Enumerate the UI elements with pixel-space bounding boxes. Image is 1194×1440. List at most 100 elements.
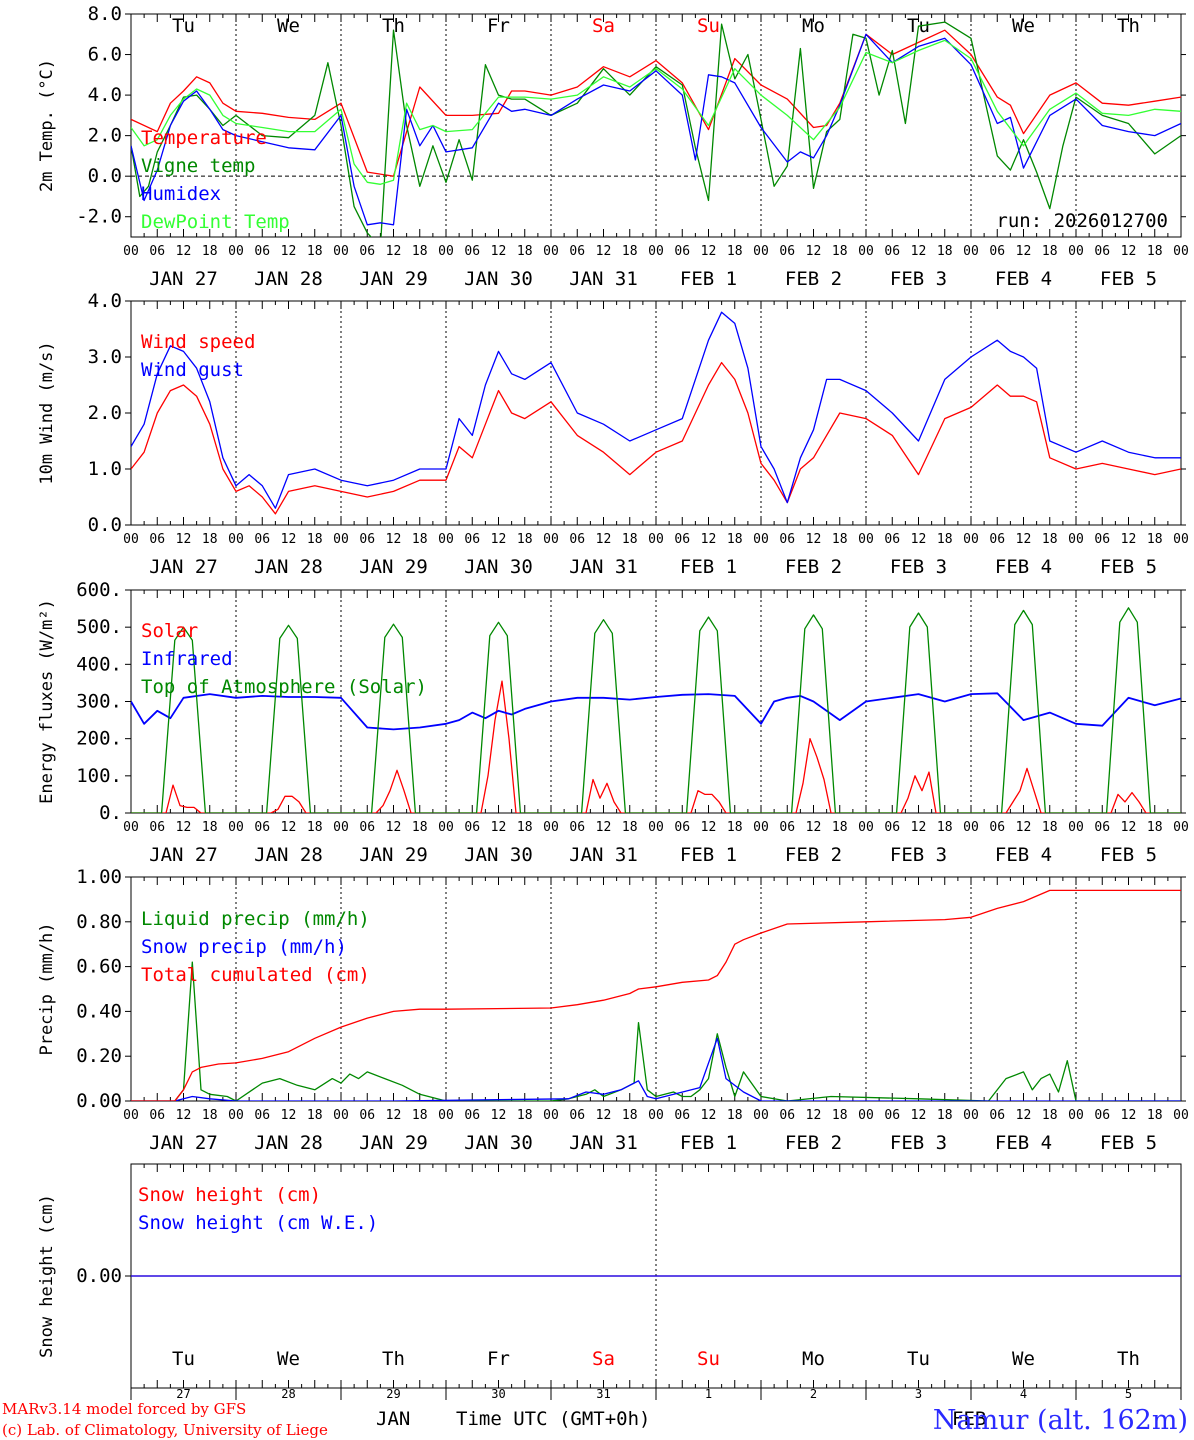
month-jan-label: JAN (376, 1408, 410, 1430)
hour-tick-label: 18 (622, 820, 638, 835)
y-tick-label: 2.0 (88, 402, 122, 424)
weekday-label: Tu (907, 1348, 930, 1370)
hour-tick-label: 00 (543, 244, 559, 259)
date-label: JAN 29 (359, 556, 428, 578)
y-tick-label: 4.0 (88, 290, 122, 312)
weekday-label: Tu (172, 15, 195, 37)
hour-tick-label: 12 (491, 1108, 507, 1123)
hour-tick-label: 00 (1173, 1108, 1189, 1123)
hour-tick-label: 06 (464, 1108, 480, 1123)
hour-tick-label: 06 (989, 244, 1005, 259)
hour-tick-label: 12 (386, 820, 402, 835)
hour-tick-label: 12 (281, 532, 297, 547)
y-tick-label: 4.0 (88, 84, 122, 106)
hour-tick-label: 06 (779, 244, 795, 259)
date-label: JAN 30 (464, 268, 533, 290)
hour-tick-label: 00 (648, 1108, 664, 1123)
date-label: FEB 3 (890, 1132, 947, 1154)
y-tick-label: 0.20 (76, 1045, 122, 1067)
legend-entry: Top of Atmosphere (Solar) (141, 676, 427, 698)
month-feb-label: FEB (952, 1408, 986, 1430)
hour-tick-label: 00 (1173, 820, 1189, 835)
hour-tick-label: 00 (228, 532, 244, 547)
date-label: JAN 29 (359, 844, 428, 866)
y-axis-label: Precip (mm/h) (37, 922, 57, 1055)
y-tick-label: 100. (76, 765, 122, 787)
day-number: 2 (810, 1387, 817, 1401)
hour-tick-label: 12 (1016, 244, 1032, 259)
date-label: FEB 5 (1100, 268, 1157, 290)
hour-tick-label: 18 (202, 1108, 218, 1123)
hour-tick-label: 12 (806, 244, 822, 259)
hour-tick-label: 00 (963, 1108, 979, 1123)
legend-entry: Infrared (141, 648, 233, 670)
date-label: JAN 31 (569, 844, 638, 866)
hour-tick-label: 18 (622, 244, 638, 259)
hour-tick-label: 00 (963, 244, 979, 259)
y-tick-label: 3.0 (88, 346, 122, 368)
y-axis-label: Snow height (cm) (37, 1194, 57, 1358)
series-line-solar (131, 680, 1181, 813)
hour-tick-label: 06 (254, 532, 270, 547)
date-label: FEB 5 (1100, 556, 1157, 578)
hour-tick-label: 12 (491, 820, 507, 835)
hour-tick-label: 18 (307, 820, 323, 835)
date-label: JAN 28 (254, 1132, 323, 1154)
hour-tick-label: 00 (1173, 244, 1189, 259)
y-tick-label: 400. (76, 653, 122, 675)
legend-entry: Wind speed (141, 331, 255, 353)
hour-tick-label: 12 (596, 244, 612, 259)
weekday-label: Sa (592, 1348, 615, 1370)
hour-tick-label: 18 (1042, 820, 1058, 835)
hour-tick-label: 00 (753, 1108, 769, 1123)
y-tick-label: 0.0 (88, 165, 122, 187)
series-line-snow-precip-mm-h- (131, 1037, 1181, 1101)
y-tick-label: 0.40 (76, 1000, 122, 1022)
date-label: FEB 1 (680, 1132, 737, 1154)
hour-tick-label: 12 (176, 532, 192, 547)
legend-entry: Total cumulated (cm) (141, 964, 370, 986)
hour-tick-label: 00 (543, 532, 559, 547)
hour-tick-label: 00 (228, 820, 244, 835)
y-tick-label: 6.0 (88, 44, 122, 66)
hour-tick-label: 18 (1042, 1108, 1058, 1123)
hour-tick-label: 00 (333, 820, 349, 835)
weekday-label: Th (1117, 15, 1140, 37)
hour-tick-label: 06 (464, 244, 480, 259)
hour-tick-label: 00 (963, 532, 979, 547)
hour-tick-label: 18 (1147, 532, 1163, 547)
hour-tick-label: 06 (884, 532, 900, 547)
hour-tick-label: 06 (1094, 244, 1110, 259)
date-label: FEB 5 (1100, 844, 1157, 866)
panel-temp: -2.0 0.0 2.0 4.0 6.0 8.0 2m Temp. (°C) 00 06 12 18… (37, 3, 1189, 290)
hour-tick-label: 12 (911, 820, 927, 835)
day-number: 31 (596, 1387, 610, 1401)
x-axis-title: Time UTC (GMT+0h) (456, 1408, 650, 1430)
hour-tick-label: 00 (753, 820, 769, 835)
hour-tick-label: 12 (281, 244, 297, 259)
hour-tick-label: 00 (228, 244, 244, 259)
weekday-label: Tu (172, 1348, 195, 1370)
hour-tick-label: 18 (727, 244, 743, 259)
hour-tick-label: 00 (753, 532, 769, 547)
hour-tick-label: 00 (1068, 532, 1084, 547)
panel-flux: 0. 100. 200. 300. 400. 500. 600. Energy fluxes … (37, 579, 1189, 866)
date-label: JAN 29 (359, 268, 428, 290)
hour-tick-label: 06 (674, 1108, 690, 1123)
date-label: JAN 28 (254, 844, 323, 866)
hour-tick-label: 06 (149, 532, 165, 547)
run-annotation: run: 2026012700 (996, 210, 1168, 232)
series-group (131, 21, 1181, 237)
hour-tick-label: 12 (911, 532, 927, 547)
date-label: FEB 3 (890, 844, 947, 866)
legend-entry: Humidex (141, 183, 221, 205)
hour-tick-label: 06 (254, 820, 270, 835)
date-label: JAN 30 (464, 1132, 533, 1154)
hour-tick-label: 12 (281, 1108, 297, 1123)
day-number: 4 (1020, 1387, 1027, 1401)
hour-tick-label: 00 (333, 532, 349, 547)
hour-tick-label: 00 (648, 244, 664, 259)
hour-tick-label: 18 (307, 1108, 323, 1123)
weekday-label: Sa (592, 15, 615, 37)
hour-tick-label: 06 (359, 820, 375, 835)
